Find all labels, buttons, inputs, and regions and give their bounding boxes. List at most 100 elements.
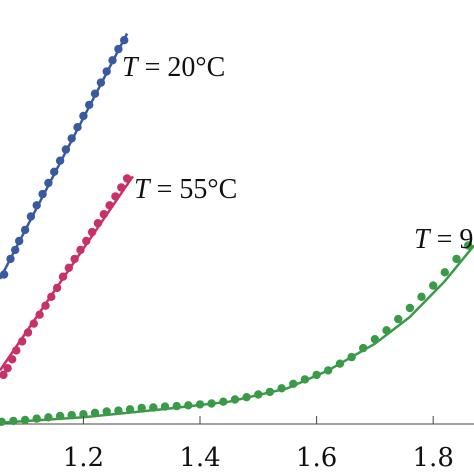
data-point-series-2 <box>137 403 146 413</box>
data-point-series-0 <box>55 156 65 165</box>
data-point-series-1 <box>41 301 50 310</box>
data-point-series-2 <box>429 281 438 290</box>
data-point-series-1 <box>52 283 62 293</box>
data-point-series-2 <box>9 416 18 426</box>
data-point-series-1 <box>35 310 44 319</box>
data-points-group <box>0 36 473 426</box>
data-point-series-2 <box>370 335 380 344</box>
data-point-series-1 <box>23 328 33 337</box>
data-point-series-2 <box>79 410 88 419</box>
x-tick-label: 1.8 <box>413 443 454 473</box>
data-point-series-2 <box>20 415 30 425</box>
data-point-series-2 <box>312 370 321 380</box>
data-point-series-2 <box>289 379 298 388</box>
data-point-series-2 <box>90 408 100 417</box>
data-point-series-2 <box>149 403 158 412</box>
data-point-series-2 <box>265 387 275 397</box>
fit-lines-group <box>0 32 474 424</box>
data-point-series-2 <box>67 410 76 420</box>
data-point-series-1 <box>99 210 109 219</box>
data-point-series-0 <box>102 67 111 76</box>
series-label-value: = 55°C <box>150 174 238 205</box>
data-point-series-2 <box>242 393 251 402</box>
data-point-series-0 <box>0 270 9 279</box>
data-point-series-0 <box>108 56 117 65</box>
data-point-series-1 <box>18 337 27 346</box>
data-point-series-2 <box>359 343 368 353</box>
data-point-series-2 <box>160 402 170 411</box>
data-point-series-1 <box>58 272 68 281</box>
data-point-series-0 <box>67 134 76 143</box>
data-point-series-1 <box>29 319 38 328</box>
series-label-value: = 9 <box>430 224 474 255</box>
data-point-series-0 <box>32 201 41 210</box>
data-point-series-2 <box>347 352 356 362</box>
data-point-series-0 <box>90 89 100 98</box>
data-point-series-1 <box>122 174 132 183</box>
series-label-t9x: T = 9 <box>414 224 473 255</box>
data-point-series-0 <box>79 111 88 121</box>
data-point-series-2 <box>219 397 228 406</box>
data-point-series-2 <box>440 268 449 277</box>
series-label-t20: T = 20°C <box>122 52 225 83</box>
data-point-series-2 <box>195 400 205 409</box>
x-tick-label: 1.4 <box>179 443 220 473</box>
data-point-series-1 <box>70 254 79 264</box>
data-point-series-2 <box>44 413 53 422</box>
data-point-series-1 <box>8 355 17 364</box>
data-point-series-0 <box>15 236 24 246</box>
data-point-series-2 <box>172 401 181 411</box>
series-labels-group: T = 20°C T = 55°C T = 9 <box>122 52 473 255</box>
data-point-series-1 <box>76 245 85 255</box>
data-point-series-1 <box>93 219 103 228</box>
data-point-series-2 <box>114 406 123 415</box>
data-point-series-0 <box>120 36 129 45</box>
data-point-series-2 <box>207 399 216 408</box>
data-point-series-2 <box>184 401 193 410</box>
data-point-series-0 <box>50 167 59 176</box>
series-label-var: T <box>134 174 152 205</box>
x-tick-label: 1.2 <box>63 443 104 473</box>
data-point-series-1 <box>117 183 126 192</box>
data-point-series-0 <box>85 100 94 110</box>
data-point-series-1 <box>82 236 91 246</box>
data-point-series-2 <box>254 390 263 399</box>
series-label-t55: T = 55°C <box>134 174 237 205</box>
data-point-series-1 <box>87 227 97 237</box>
data-point-series-1 <box>12 346 21 355</box>
data-point-series-0 <box>11 245 20 255</box>
series-label-var: T <box>122 52 140 83</box>
data-point-series-1 <box>64 263 74 272</box>
data-point-series-0 <box>73 123 82 132</box>
data-point-series-2 <box>125 405 135 414</box>
data-point-series-2 <box>405 303 415 313</box>
data-point-series-2 <box>55 411 65 421</box>
data-point-series-2 <box>230 395 240 404</box>
data-point-series-1 <box>3 364 12 373</box>
data-point-series-0 <box>20 225 30 235</box>
data-point-series-1 <box>47 292 56 301</box>
data-point-series-0 <box>38 189 47 199</box>
data-point-series-1 <box>111 192 120 201</box>
data-point-series-2 <box>382 326 391 335</box>
data-point-series-0 <box>61 145 71 154</box>
data-point-series-2 <box>464 241 473 250</box>
x-ticks-group: 1.2 1.4 1.6 1.8 <box>63 416 454 473</box>
data-point-series-2 <box>102 407 111 416</box>
data-point-series-0 <box>96 78 106 87</box>
data-point-series-0 <box>44 178 53 188</box>
data-point-series-2 <box>0 417 6 426</box>
data-point-series-2 <box>417 292 426 301</box>
x-tick-label: 1.6 <box>296 443 337 473</box>
data-point-series-2 <box>300 375 310 384</box>
data-point-series-2 <box>324 366 333 375</box>
data-point-series-0 <box>26 212 36 221</box>
data-point-series-2 <box>277 384 286 393</box>
series-label-value: = 20°C <box>138 52 226 83</box>
data-point-series-0 <box>114 44 123 54</box>
data-point-series-2 <box>335 359 345 368</box>
series-label-var: T <box>414 224 432 255</box>
data-point-series-2 <box>394 314 403 324</box>
data-point-series-0 <box>6 254 15 264</box>
